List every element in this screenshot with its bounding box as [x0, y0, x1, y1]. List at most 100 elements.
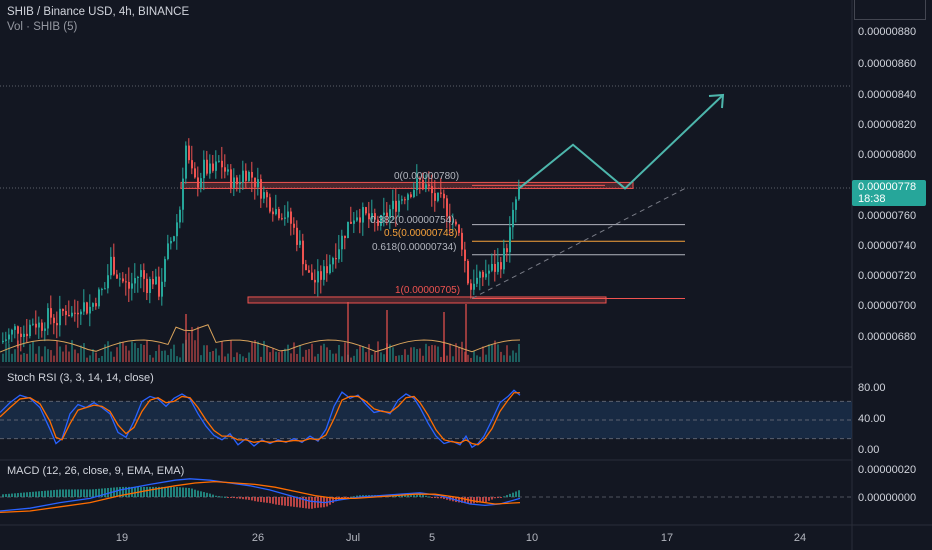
macd-histogram-bar	[155, 486, 157, 497]
macd-histogram-bar	[509, 493, 511, 497]
stoch-rsi-legend[interactable]: Stoch RSI (3, 3, 14, 14, close)	[7, 372, 154, 384]
candle-body	[224, 167, 226, 172]
volume-bar	[362, 346, 364, 362]
volume-bar	[17, 340, 19, 362]
candle-body	[413, 190, 415, 197]
macd-histogram-bar	[35, 491, 37, 497]
candle-body	[476, 277, 478, 284]
candle-body	[272, 211, 274, 215]
candle-body	[86, 302, 88, 314]
volume-bar	[2, 353, 4, 362]
candle-body	[485, 273, 487, 278]
volume-bar	[152, 357, 154, 362]
candle-body	[134, 278, 136, 284]
candle-body	[11, 329, 13, 335]
fib-level-1-label: 1(0.00000705)	[395, 285, 461, 296]
volume-bar	[104, 344, 106, 362]
volume-bar	[431, 345, 433, 362]
volume-bar	[509, 355, 511, 362]
volume-bar	[71, 340, 73, 362]
candle-body	[68, 314, 70, 317]
volume-bar	[365, 352, 367, 362]
macd-legend[interactable]: MACD (12, 26, close, 9, EMA, EMA)	[7, 465, 185, 477]
volume-bar	[254, 340, 256, 362]
volume-bar	[107, 341, 109, 362]
macd-histogram-bar	[164, 486, 166, 497]
volume-bar	[65, 344, 67, 362]
symbol-legend[interactable]: SHIB / Binance USD, 4h, BINANCE	[7, 6, 190, 18]
candle-body	[32, 323, 34, 325]
macd-histogram-bar	[335, 497, 337, 502]
macd-histogram-bar	[47, 490, 49, 497]
volume-bar	[8, 343, 10, 362]
candle-body	[512, 209, 514, 228]
volume-bar	[119, 341, 121, 362]
volume-bar	[158, 344, 160, 362]
volume-bar	[281, 350, 283, 362]
volume-bar	[323, 343, 325, 362]
volume-bar	[497, 344, 499, 362]
macd-histogram-bar	[20, 492, 22, 497]
volume-bar	[383, 354, 385, 362]
macd-histogram-bar	[488, 497, 490, 501]
macd-histogram-bar	[515, 491, 517, 497]
candle-body	[506, 248, 508, 253]
candle-body	[455, 221, 457, 225]
volume-bar	[275, 351, 277, 362]
macd-histogram-bar	[32, 491, 34, 497]
macd-histogram-bar	[476, 497, 478, 503]
volume-bar	[128, 350, 130, 362]
macd-histogram-bar	[152, 486, 154, 497]
candle-body	[209, 163, 211, 174]
volume-bar	[182, 343, 184, 362]
candle-body	[398, 200, 400, 212]
macd-histogram-bar	[95, 489, 97, 497]
macd-histogram-bar	[98, 488, 100, 497]
volume-bar	[296, 353, 298, 362]
volume-bar	[83, 343, 85, 362]
volume-bar	[476, 355, 478, 362]
trend-line	[471, 187, 686, 299]
macd-histogram-bar	[350, 497, 352, 498]
price-axis-top-partial-label	[854, 0, 926, 20]
candle-body	[374, 213, 376, 220]
macd-histogram-bar	[119, 487, 121, 497]
stoch-d-line	[0, 392, 520, 446]
candle-body	[287, 211, 289, 218]
candle-body	[23, 333, 25, 337]
volume-bar	[80, 345, 82, 362]
candle-body	[497, 262, 499, 272]
volume-legend[interactable]: Vol · SHIB (5)	[7, 21, 78, 33]
candle-body	[314, 279, 316, 283]
candle-body	[257, 179, 259, 187]
volume-bar	[209, 351, 211, 362]
candle-body	[191, 160, 193, 169]
candle-body	[77, 312, 79, 315]
macd-histogram-bar	[272, 497, 274, 504]
volume-bar	[101, 356, 103, 362]
volume-bar	[245, 357, 247, 362]
macd-histogram-bar	[233, 497, 235, 499]
macd-histogram-bar	[245, 497, 247, 500]
volume-bar	[149, 354, 151, 362]
volume-bar	[137, 348, 139, 362]
candle-body	[119, 278, 121, 280]
current-price-tag: 0.00000778 18:38	[852, 180, 926, 206]
volume-bar	[5, 342, 7, 362]
volume-bar	[92, 349, 94, 362]
candle-body	[488, 270, 490, 274]
date-tick: 10	[525, 532, 539, 544]
candle-body	[44, 328, 46, 331]
volume-bar	[371, 354, 373, 362]
candle-body	[335, 258, 337, 260]
candle-body	[371, 213, 373, 220]
macd-histogram-bar	[356, 495, 358, 497]
candle-body	[320, 271, 322, 280]
macd-histogram-bar	[5, 494, 7, 497]
candle-body	[389, 209, 391, 217]
candle-body	[299, 240, 301, 245]
volume-bar	[434, 345, 436, 362]
candle-body	[392, 200, 394, 210]
macd-histogram-bar	[431, 497, 433, 498]
